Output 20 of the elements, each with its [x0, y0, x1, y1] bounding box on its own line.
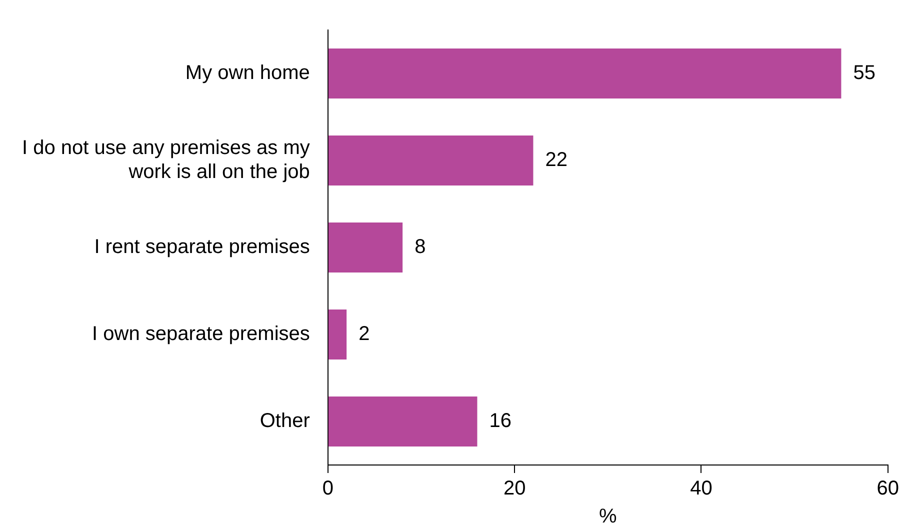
x-axis-title: % — [598, 506, 617, 528]
data-label: 16 — [489, 410, 512, 432]
bar — [328, 222, 403, 273]
y-tick-label: Other — [260, 410, 310, 432]
bar — [328, 48, 842, 99]
y-tick-label: I rent separate premises — [94, 236, 310, 258]
bar — [328, 135, 534, 186]
data-label: 55 — [853, 62, 876, 84]
y-tick-label: I do not use any premises as my work is all on the job — [22, 137, 310, 184]
data-label: 2 — [358, 323, 370, 346]
bar — [328, 309, 347, 360]
x-tick-label: 60 — [876, 478, 899, 500]
x-tick-label: 40 — [690, 478, 712, 500]
bar — [328, 396, 478, 447]
data-label: 8 — [414, 236, 426, 258]
data-label: 22 — [545, 149, 568, 172]
x-tick-label: 0 — [322, 478, 334, 500]
x-tick-label: 20 — [503, 478, 526, 500]
y-tick-label: I own separate premises — [92, 323, 310, 346]
y-tick-label: My own home — [185, 62, 310, 84]
